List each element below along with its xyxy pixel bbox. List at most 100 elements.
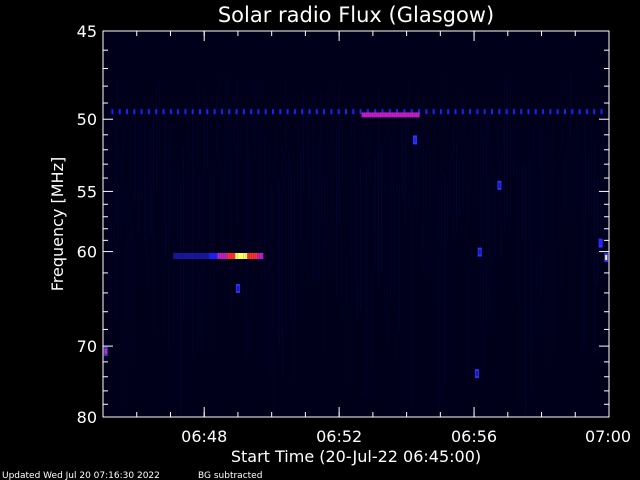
noise-stripe	[309, 132, 310, 200]
noise-stripe	[171, 123, 172, 237]
y-tick-label: 45	[77, 22, 97, 41]
band-dash	[585, 109, 588, 115]
burst-segment	[177, 253, 180, 259]
band-dash	[469, 109, 472, 115]
band-segment	[417, 112, 420, 118]
noise-stripe	[582, 155, 583, 355]
noise-stripe	[147, 182, 148, 290]
burst-segment	[193, 253, 196, 259]
band-dash	[206, 109, 209, 115]
noise-stripe	[474, 88, 475, 215]
burst-segment	[217, 253, 220, 259]
band-dash	[432, 109, 435, 115]
band-segment	[397, 112, 400, 118]
noise-stripe	[225, 77, 226, 194]
band-dash	[542, 109, 545, 115]
y-tick-label: 50	[77, 110, 97, 129]
noise-stripe	[327, 90, 328, 248]
band-dash	[133, 109, 136, 115]
noise-stripe	[585, 107, 586, 345]
band-dash	[564, 109, 566, 115]
band-dash	[345, 109, 347, 115]
band-dash	[527, 109, 530, 115]
burst-segment	[205, 253, 208, 259]
band-dash	[374, 109, 377, 115]
noise-stripe	[273, 187, 274, 415]
noise-stripe	[363, 96, 364, 184]
noise-stripe	[255, 79, 256, 177]
y-axis: 45 50 55 60 70 80	[77, 22, 609, 427]
y-tick-label: 80	[77, 408, 97, 427]
noise-stripe	[351, 98, 352, 306]
noise-stripe	[291, 164, 292, 326]
band-dash	[235, 109, 238, 115]
noise-stripe	[105, 138, 106, 222]
band-segment	[375, 112, 378, 118]
noise-stripe	[183, 147, 184, 319]
band-dash	[578, 109, 581, 115]
noise-stripe	[315, 159, 316, 281]
noise-stripe	[543, 124, 544, 261]
x-axis: 06:48 06:52 06:56 07:00	[136, 31, 631, 446]
burst-segment	[253, 253, 256, 259]
band-segment	[403, 112, 406, 118]
band-dash	[352, 109, 355, 115]
band-dash	[169, 109, 172, 115]
y-tick-label: 60	[77, 243, 97, 262]
band-dash	[498, 109, 501, 115]
noise-stripe	[534, 117, 535, 336]
noise-stripe	[204, 86, 205, 305]
band-dash	[359, 109, 362, 115]
band-segment	[365, 112, 368, 118]
noise-stripe	[312, 93, 313, 285]
noise-stripe	[384, 137, 385, 312]
noise-stripe	[123, 129, 124, 225]
noise-stripe	[414, 135, 415, 207]
noise-stripe	[159, 81, 160, 152]
band-dash	[388, 109, 391, 115]
noise-stripe	[549, 188, 550, 373]
band-dash	[250, 109, 253, 115]
noise-stripe	[240, 128, 241, 272]
x-tick-label: 06:48	[181, 427, 227, 446]
band-dash	[534, 109, 537, 115]
burst-peak	[238, 253, 243, 259]
band-dash	[126, 109, 128, 115]
band-dash	[272, 109, 274, 115]
band-segment	[367, 112, 370, 118]
burst-segment	[215, 253, 218, 259]
burst-segment	[195, 253, 198, 259]
band-dash	[483, 109, 486, 115]
noise-stripe	[513, 109, 514, 176]
updated-timestamp: Updated Wed Jul 20 07:16:30 2022	[2, 471, 160, 480]
noise-stripe	[258, 74, 259, 255]
band-dash	[199, 109, 201, 115]
noise-stripe	[246, 111, 247, 358]
chart-title: Solar radio Flux (Glasgow)	[218, 3, 494, 27]
band-dash	[228, 109, 231, 115]
burst-segment	[225, 253, 228, 259]
noise-stripe	[465, 101, 466, 262]
noise-stripe	[546, 133, 547, 242]
noise-stripe	[180, 182, 181, 415]
band-dash	[512, 109, 515, 115]
noise-stripe	[279, 180, 280, 350]
emission-features	[103, 109, 609, 379]
noise-stripe	[345, 158, 346, 389]
band-segment	[381, 112, 384, 118]
x-axis-label: Start Time (20-Jul-22 06:45:00)	[231, 447, 481, 466]
band-dash	[410, 109, 413, 115]
burst-segment	[209, 253, 212, 259]
noise-stripe	[378, 86, 379, 289]
noise-stripe	[588, 155, 589, 219]
noise-stripe	[267, 178, 268, 372]
noise-stripe	[270, 179, 271, 376]
noise-stripe	[234, 90, 235, 151]
band-dash	[556, 109, 559, 115]
burst-segment	[183, 253, 186, 259]
band-segment	[369, 112, 372, 118]
plot-area	[103, 31, 609, 417]
burst-segment	[191, 253, 194, 259]
noise-stripe	[213, 175, 214, 282]
noise-stripe	[477, 110, 478, 191]
